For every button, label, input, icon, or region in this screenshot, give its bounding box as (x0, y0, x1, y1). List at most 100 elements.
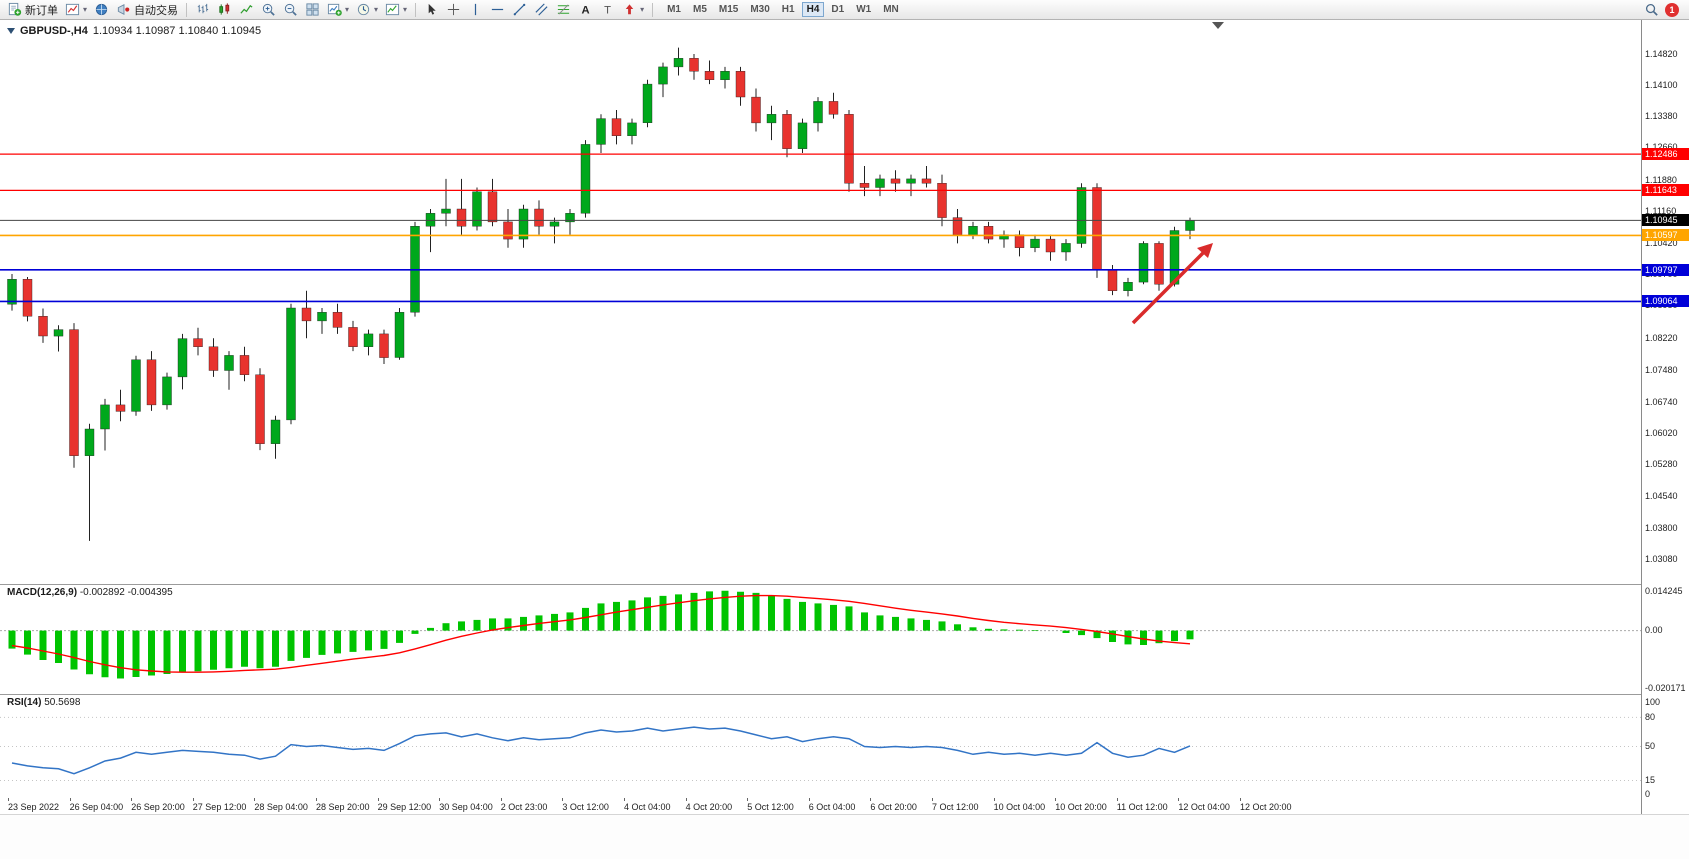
date-axis-tick (8, 798, 9, 801)
tile-windows-button[interactable] (302, 1, 323, 19)
rsi-name: RSI(14) (7, 697, 42, 708)
price-level-badge: 1.09064 (1642, 295, 1689, 308)
timeframe-button-mn[interactable]: MN (883, 4, 899, 15)
price-axis-tick: 1.10420 (1645, 238, 1678, 248)
tile-windows-icon (306, 3, 319, 16)
autotrading-button[interactable]: 自动交易 (113, 1, 181, 19)
chevron-down-icon: ▾ (345, 4, 350, 14)
date-axis-tick (685, 798, 687, 801)
date-axis-label: 12 Oct 04:00 (1178, 802, 1230, 812)
date-axis-tick (69, 798, 71, 801)
zoom-out-button[interactable] (280, 1, 301, 19)
text-tool-button[interactable]: A (575, 1, 596, 19)
price-axis-tick: 1.14820 (1645, 48, 1678, 59)
price-level-lines[interactable] (0, 153, 1641, 303)
vertical-line-icon (474, 3, 477, 16)
date-axis-label: 11 Oct 12:00 (1116, 802, 1168, 812)
panel-separator[interactable] (0, 584, 1689, 585)
price-axis-tick: 1.05280 (1645, 459, 1678, 470)
line-chart-button[interactable] (236, 1, 257, 19)
ohlc-values: 1.10934 1.10987 1.10840 1.10945 (92, 25, 262, 37)
profiles-button[interactable] (91, 1, 112, 19)
date-axis-label: 4 Oct 20:00 (685, 802, 733, 812)
fibonacci-tool-button[interactable] (553, 1, 574, 19)
fibonacci-icon (557, 4, 570, 15)
autotrading-label: 自动交易 (134, 4, 179, 17)
periods-button[interactable]: ▾ (353, 1, 381, 19)
chart-shift-marker[interactable] (1212, 22, 1224, 29)
timeframe-button-m5[interactable]: M5 (692, 4, 707, 15)
timeframe-button-h1[interactable]: H1 (781, 4, 795, 15)
bar-chart-button[interactable] (192, 1, 213, 19)
arrows-tool-button[interactable]: ▾ (619, 1, 647, 19)
date-axis-label: 26 Sep 04:00 (69, 802, 124, 812)
date-axis[interactable]: 23 Sep 2022 26 Sep 04:00 26 Sep 20:00 27 Se… (0, 798, 1641, 814)
horizontal-line-tool-button[interactable] (487, 1, 508, 19)
one-click-trading-icon[interactable] (7, 28, 15, 38)
price-axis-tick: 1.08220 (1645, 332, 1678, 343)
date-axis-tick (1055, 798, 1057, 801)
equidistant-channel-icon (535, 3, 548, 16)
window-bottom-filler (0, 814, 1689, 859)
crosshair-icon (447, 3, 460, 16)
date-axis-label: 2 Oct 23:00 (500, 802, 548, 812)
text-label-tool-button[interactable]: T (597, 1, 618, 19)
chevron-down-icon: ▾ (83, 4, 88, 14)
templates-button[interactable]: ▾ (382, 1, 410, 19)
toolbar-separator (652, 2, 654, 17)
date-axis-tick (131, 798, 133, 801)
trendline-tool-button[interactable] (509, 1, 530, 19)
zoom-in-button[interactable] (258, 1, 279, 19)
date-axis-tick (192, 798, 194, 801)
cursor-tool-button[interactable] (421, 1, 442, 19)
search-icon[interactable] (1644, 2, 1659, 17)
macd-axis-max: 0.014245 (1645, 586, 1683, 596)
line-chart-icon (240, 4, 253, 14)
value-axis-column[interactable]: 1.14820 1.14100 1.13380 1.12660 1.11880 1.111… (1641, 20, 1689, 814)
notification-badge[interactable]: 1 (1665, 2, 1679, 17)
date-axis-label: 5 Oct 12:00 (747, 802, 794, 812)
new-order-icon (8, 2, 22, 16)
price-axis-tick: 1.13380 (1645, 110, 1678, 121)
rsi-axis-15: 15 (1645, 775, 1656, 785)
vertical-line-tool-button[interactable] (465, 1, 486, 19)
chevron-down-icon: ▾ (374, 4, 379, 14)
text-label-icon: T (604, 5, 611, 17)
crosshair-tool-button[interactable] (443, 1, 464, 19)
candlestick-chart-button[interactable] (214, 1, 235, 19)
cursor-icon (428, 3, 436, 15)
date-axis-label: 28 Sep 04:00 (254, 802, 308, 812)
rsi-panel[interactable] (0, 695, 1641, 798)
timeframe-button-m30[interactable]: M30 (750, 4, 770, 15)
main-toolbar: 新订单 ▾ 自动交易 (0, 0, 1689, 20)
timeframe-button-h4[interactable]: H4 (801, 2, 825, 17)
new-order-button[interactable]: 新订单 (4, 1, 61, 19)
main-price-chart[interactable] (0, 20, 1641, 584)
chevron-down-icon: ▾ (640, 4, 645, 14)
price-level-badge: 1.11643 (1642, 184, 1689, 197)
panel-separator[interactable] (0, 694, 1689, 695)
indicators-button[interactable]: ▾ (324, 1, 352, 19)
price-axis-tick: 1.12660 (1645, 141, 1678, 152)
timeframe-button-d1[interactable]: D1 (831, 4, 845, 15)
timeframe-button-m1[interactable]: M1 (667, 4, 681, 15)
trend-arrow-annotation[interactable] (1131, 243, 1213, 325)
timeframe-button-m15[interactable]: M15 (718, 4, 739, 15)
date-axis-label: 26 Sep 20:00 (131, 802, 185, 812)
price-axis-tick: 1.07480 (1645, 364, 1678, 375)
timeframe-button-w1[interactable]: W1 (856, 4, 872, 15)
date-axis-label: 27 Sep 12:00 (192, 802, 247, 812)
toolbar-right-group: 1 (1644, 2, 1685, 17)
bar-chart-icon (197, 3, 209, 14)
macd-values: -0.002892 -0.004395 (79, 587, 173, 598)
new-chart-button[interactable]: ▾ (62, 1, 90, 19)
price-axis-tick: 1.14100 (1645, 79, 1678, 90)
chart-symbol-header: GBPUSD-,H4 1.10934 1.10987 1.10840 1.109… (7, 24, 261, 38)
date-axis-tick (377, 798, 379, 801)
new-chart-icon (65, 3, 80, 16)
macd-name: MACD(12,26,9) (7, 587, 78, 598)
templates-icon (385, 3, 400, 16)
macd-panel[interactable] (0, 585, 1641, 694)
channel-tool-button[interactable] (531, 1, 552, 19)
date-axis-tick (1116, 798, 1118, 801)
